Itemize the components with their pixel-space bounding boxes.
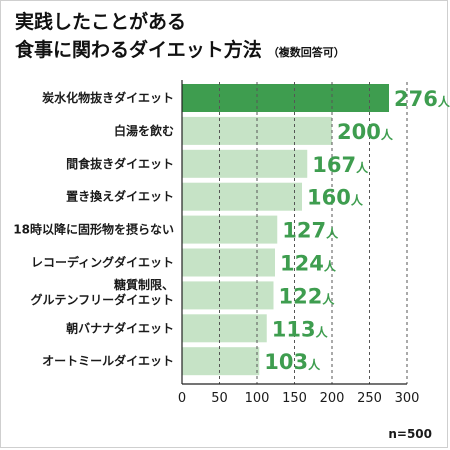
sample-size-label: n=500 — [388, 427, 432, 441]
bar-7 — [182, 314, 267, 343]
x-tick-label-6: 300 — [395, 391, 420, 406]
x-tick-label-4: 200 — [320, 391, 345, 406]
value-label-6: 122人 — [279, 284, 336, 308]
bar-5 — [182, 248, 275, 277]
x-tick-label-5: 250 — [357, 391, 382, 406]
category-label-5: レコーディングダイエット — [31, 255, 174, 270]
value-label-3: 160人 — [307, 186, 364, 210]
bar-2 — [182, 149, 308, 178]
category-label-2: 間食抜きダイエット — [66, 156, 174, 171]
value-label-7: 113人 — [272, 317, 329, 341]
value-unit-8: 人 — [308, 357, 321, 372]
value-label-0: 276人 — [394, 87, 450, 111]
value-unit-7: 人 — [316, 324, 329, 339]
value-label-2: 167人 — [312, 153, 369, 177]
bar-3 — [182, 182, 302, 211]
chart-title-main: 食事に関わるダイエット方法 — [15, 39, 262, 61]
category-label-6-line-1: グルテンフリーダイエット — [30, 292, 174, 307]
category-label-6-line-0: 糖質制限、 — [114, 277, 174, 292]
category-label-4: 18時以降に固形物を摂らない — [13, 222, 174, 237]
value-unit-2: 人 — [356, 160, 369, 175]
value-unit-0: 人 — [438, 94, 450, 109]
x-tick-label-0: 0 — [178, 391, 186, 406]
value-unit-6: 人 — [322, 291, 335, 306]
value-label-4: 127人 — [282, 219, 339, 243]
x-tick-label-3: 150 — [282, 391, 307, 406]
category-label-7: 朝バナナダイエット — [66, 320, 174, 335]
value-unit-5: 人 — [324, 259, 337, 274]
chart-title-line-2: 食事に関わるダイエット方法 （複数回答可） — [15, 39, 345, 64]
x-tick-label-1: 50 — [211, 391, 228, 406]
value-unit-4: 人 — [326, 226, 339, 241]
chart-title-note: （複数回答可） — [267, 46, 345, 59]
category-label-0: 炭水化物抜きダイエット — [42, 90, 174, 105]
bar-6 — [182, 281, 274, 310]
bar-4 — [182, 215, 278, 244]
category-label-3: 置き換えダイエット — [66, 189, 174, 204]
category-label-1: 白湯を飲む — [114, 123, 174, 138]
x-tick-label-2: 100 — [245, 391, 270, 406]
chart-title-line-1: 実践したことがある — [15, 11, 187, 33]
bar-0 — [182, 84, 389, 112]
value-label-1: 200人 — [337, 120, 394, 144]
value-label-8: 103人 — [264, 350, 321, 374]
value-unit-3: 人 — [351, 193, 364, 208]
value-label-5: 124人 — [280, 252, 337, 276]
bar-8 — [182, 347, 260, 376]
category-label-8: オートミールダイエット — [42, 353, 174, 368]
value-unit-1: 人 — [381, 127, 394, 142]
